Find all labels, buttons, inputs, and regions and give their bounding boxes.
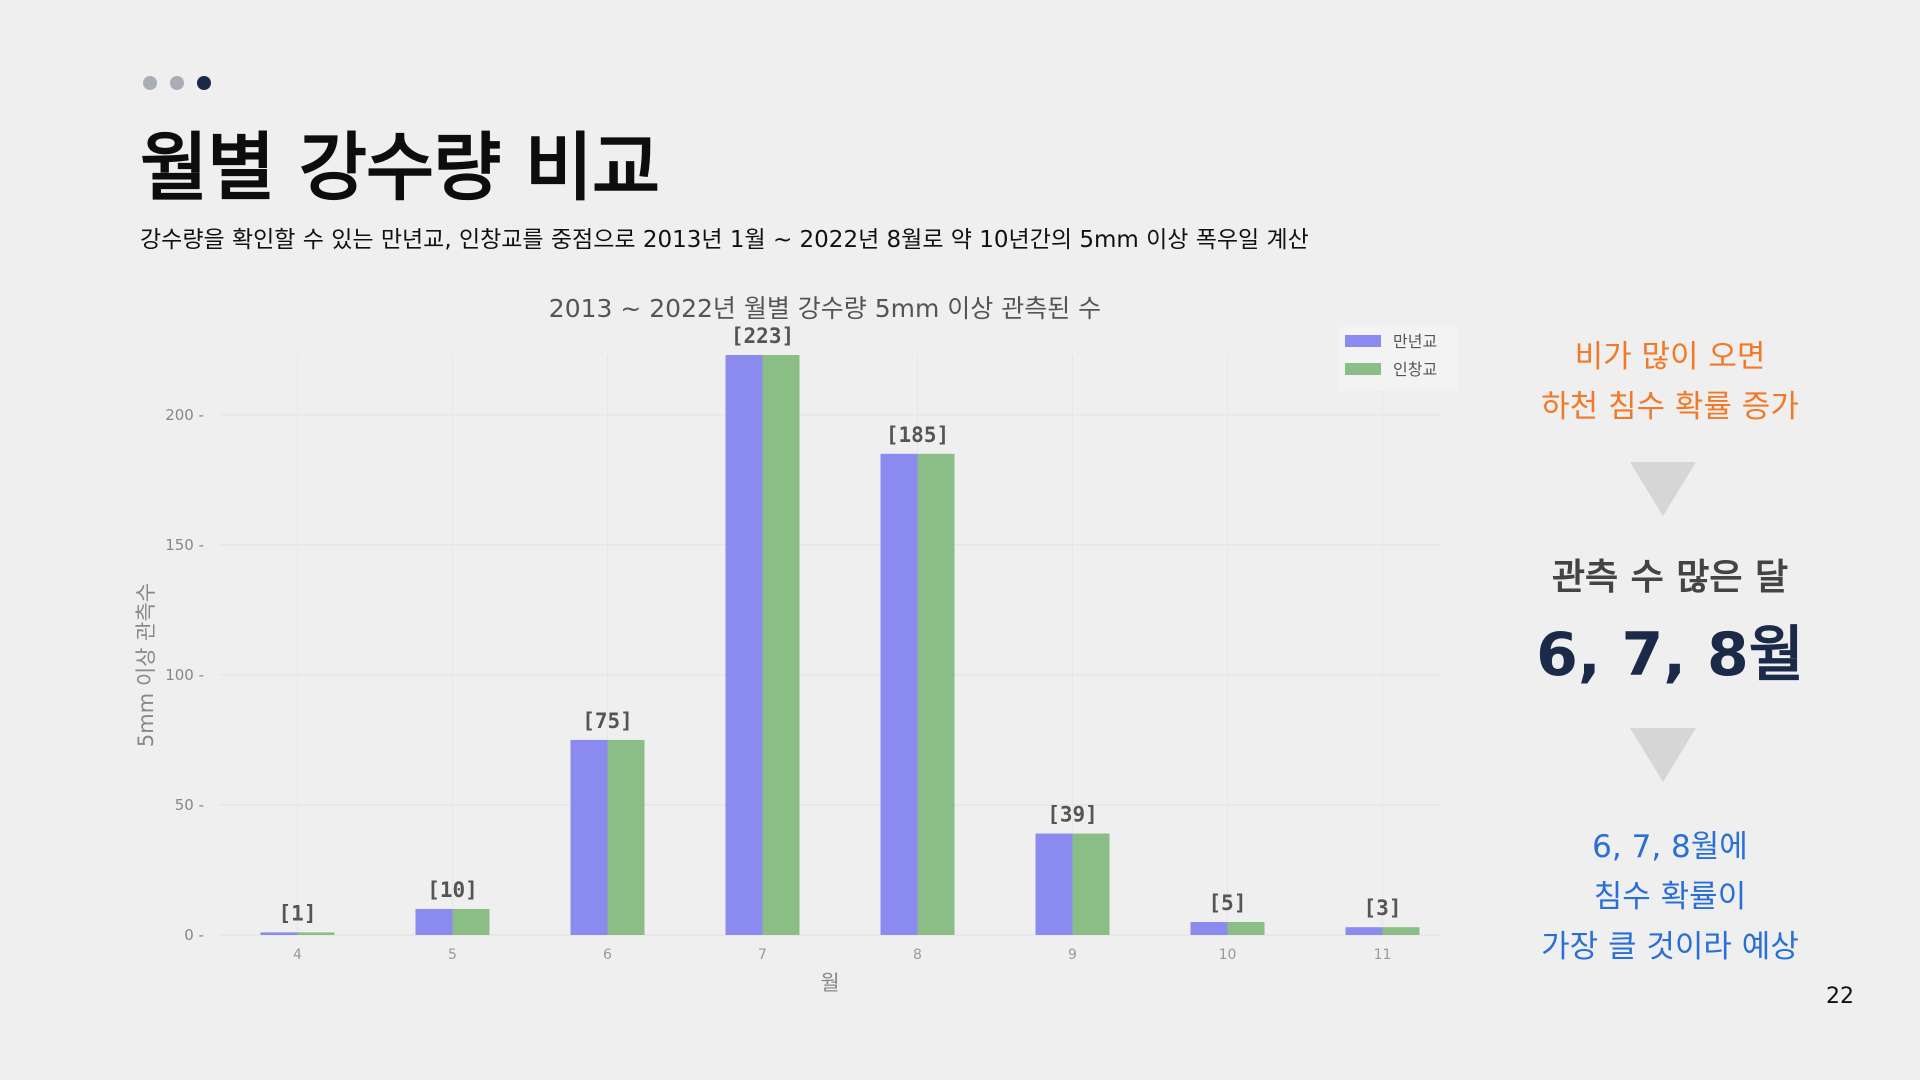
bar xyxy=(607,739,645,935)
legend-swatch xyxy=(1345,335,1381,347)
x-tick-label: 11 xyxy=(1374,947,1392,963)
y-tick-label: 150 - xyxy=(165,536,204,554)
legend-label: 인창교 xyxy=(1393,360,1437,379)
conclusion-text: 6, 7, 8월에 침수 확률이 가장 클 것이라 예상 xyxy=(1500,822,1840,972)
conclusion-line: 가장 클 것이라 예상 xyxy=(1541,929,1799,965)
x-tick-label: 10 xyxy=(1219,947,1237,963)
progress-dot-active xyxy=(197,76,211,90)
chevron-down-icon xyxy=(1630,462,1696,516)
legend-label: 만년교 xyxy=(1393,332,1437,351)
y-tick-label: 0 - xyxy=(184,926,204,944)
condition-text: 비가 많이 오면 하천 침수 확률 증가 xyxy=(1500,332,1840,432)
bar xyxy=(1190,921,1228,935)
condition-line: 비가 많이 오면 xyxy=(1574,339,1766,375)
bar xyxy=(1072,833,1110,935)
x-tick-label: 5 xyxy=(448,947,457,963)
data-label: [5] xyxy=(1209,891,1247,915)
y-tick-label: 50 - xyxy=(175,796,204,814)
bar xyxy=(1382,927,1420,935)
data-label: [3] xyxy=(1364,896,1402,920)
x-tick-label: 8 xyxy=(913,947,922,963)
bar xyxy=(260,932,298,935)
y-tick-label: 200 - xyxy=(165,406,204,424)
bar xyxy=(570,739,608,935)
bar xyxy=(762,355,800,935)
bar xyxy=(297,932,335,935)
x-axis-label: 월 xyxy=(820,971,839,995)
condition-line: 하천 침수 확률 증가 xyxy=(1541,389,1799,425)
x-tick-label: 7 xyxy=(758,947,767,963)
bar xyxy=(725,355,763,935)
bar xyxy=(1345,927,1383,935)
y-axis-label: 5mm 이상 관측수 xyxy=(134,583,158,747)
data-label: [75] xyxy=(582,709,633,733)
bar xyxy=(880,453,918,935)
chevron-down-icon xyxy=(1630,728,1696,782)
y-tick-label: 100 - xyxy=(165,666,204,684)
legend-swatch xyxy=(1345,363,1381,375)
highlight-months: 6, 7, 8월 xyxy=(1536,620,1804,690)
x-tick-label: 9 xyxy=(1068,947,1077,963)
conclusion-line: 침수 확률이 xyxy=(1593,879,1747,915)
bar xyxy=(1035,833,1073,935)
conclusion-line: 6, 7, 8월에 xyxy=(1592,829,1748,865)
data-label: [223] xyxy=(731,324,794,348)
data-label: [185] xyxy=(886,423,949,447)
progress-dots xyxy=(143,76,211,90)
bar xyxy=(452,908,490,935)
bar xyxy=(917,453,955,935)
progress-dot xyxy=(143,76,157,90)
chart-title: 2013 ~ 2022년 월별 강수량 5mm 이상 관측된 수 xyxy=(549,294,1101,323)
data-label: [39] xyxy=(1047,803,1098,827)
data-label: [10] xyxy=(427,878,478,902)
x-tick-label: 6 xyxy=(603,947,612,963)
slide-title: 월별 강수량 비교 xyxy=(140,125,660,211)
bar xyxy=(1227,921,1265,935)
slide-subtitle: 강수량을 확인할 수 있는 만년교, 인창교를 중점으로 2013년 1월 ~ … xyxy=(140,227,1309,253)
bar xyxy=(415,908,453,935)
progress-dot xyxy=(170,76,184,90)
page-number: 22 xyxy=(1826,984,1854,1009)
data-label: [1] xyxy=(279,901,317,925)
count-label: 관측 수 많은 달 xyxy=(1551,557,1789,598)
rainfall-bar-chart: 2013 ~ 2022년 월별 강수량 5mm 이상 관측된 수 0 - 50 - 1… xyxy=(134,294,1457,995)
x-tick-label: 4 xyxy=(293,947,302,963)
